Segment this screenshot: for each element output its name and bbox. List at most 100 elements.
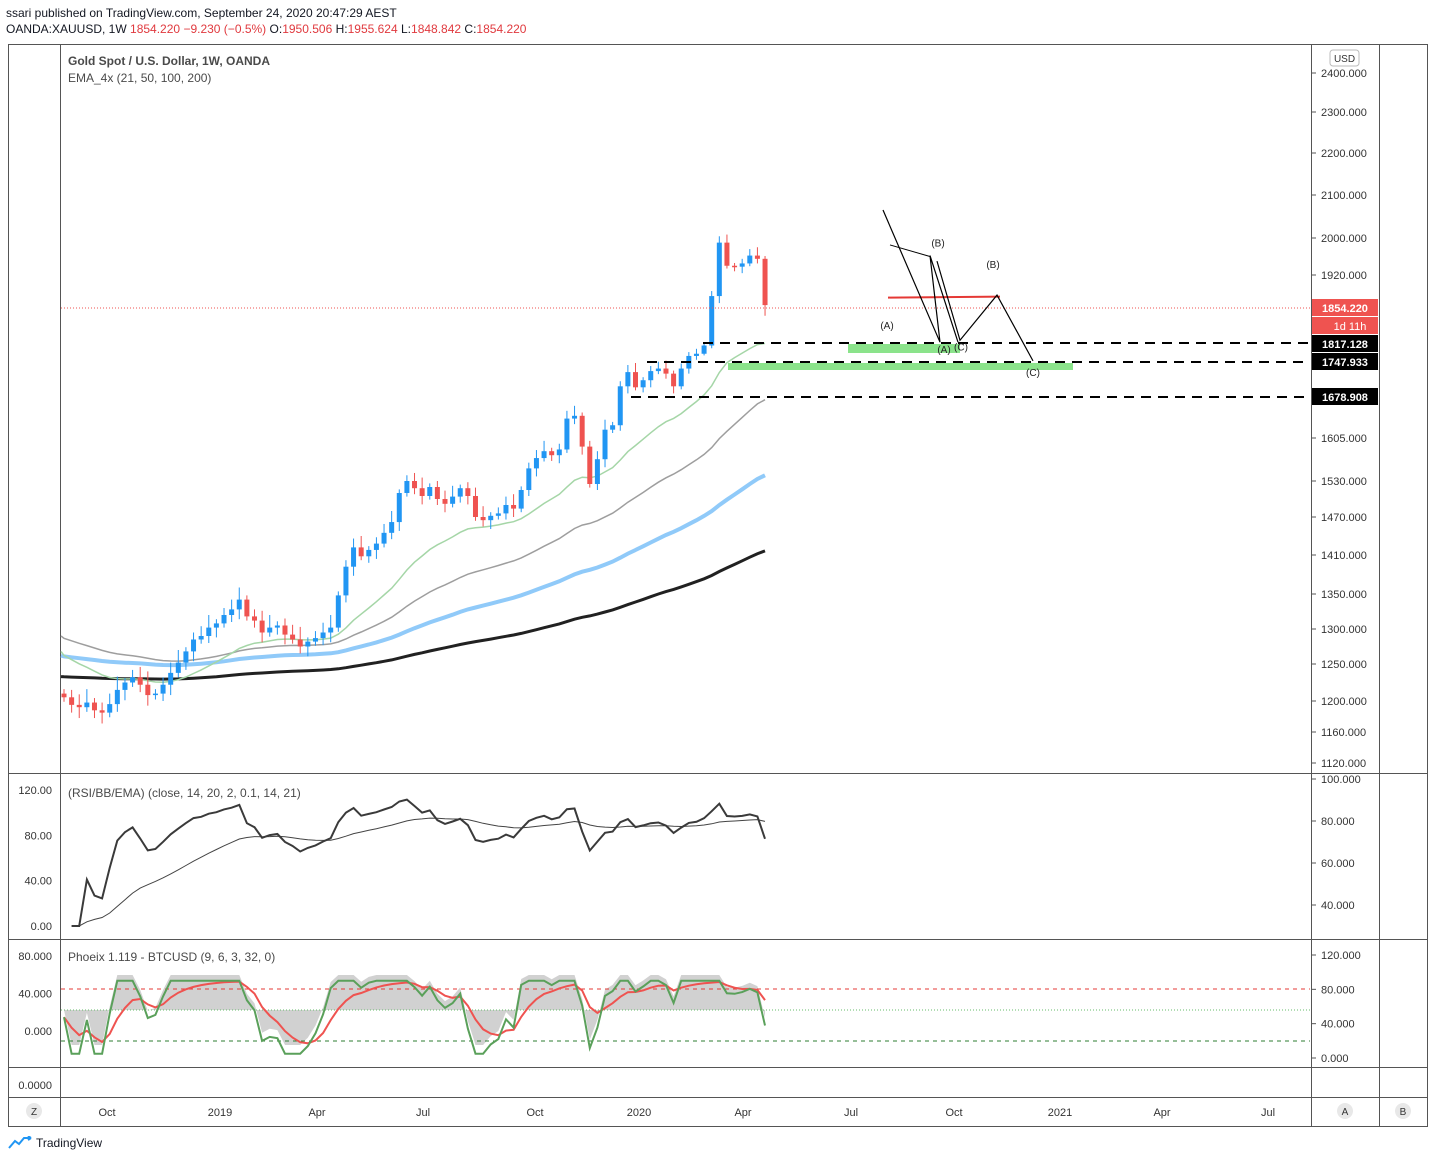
phoenix-left-label: 0.000 <box>24 1026 52 1038</box>
price-axis-label: 1120.000 <box>1321 758 1366 770</box>
candle-body <box>412 481 418 489</box>
rsi-pane[interactable]: (RSI/BB/EMA) (close, 14, 20, 2, 0.1, 14,… <box>18 774 1360 933</box>
candle-body <box>91 702 97 711</box>
low-label: L: <box>401 22 412 36</box>
time-axis-label: 2019 <box>208 1107 232 1119</box>
candle-body <box>221 615 227 624</box>
candle-body <box>648 371 654 381</box>
level-tag-text: 1817.128 <box>1322 339 1368 351</box>
candle-body <box>480 517 486 521</box>
candle-body <box>320 632 326 639</box>
candle-body <box>488 515 494 521</box>
rsi-right-label: 60.000 <box>1321 858 1355 870</box>
candle-body <box>122 682 128 690</box>
high-value: 1955.624 <box>347 22 398 36</box>
candle-body <box>640 380 646 388</box>
countdown-tag <box>1312 317 1378 334</box>
open-value: 1950.506 <box>282 22 333 36</box>
candle-body <box>450 496 456 504</box>
candle-body <box>290 634 296 640</box>
candle-body <box>305 641 311 647</box>
candle-body <box>549 451 555 456</box>
candle-body <box>625 372 631 387</box>
wave-path <box>889 244 931 257</box>
candle-body <box>465 488 471 496</box>
candle-body <box>434 487 440 499</box>
change-value: −9.230 (−0.5%) <box>183 22 267 36</box>
price-axis-label: 2300.000 <box>1321 107 1367 119</box>
candle-body <box>229 609 235 615</box>
rsi-right-label: 40.000 <box>1321 900 1355 912</box>
time-axis[interactable]: Z A B Oct 2019 Apr Jul Oct 2020 Apr Jul Oct 2021 A… <box>26 1103 1411 1119</box>
price-axis-label: 2000.000 <box>1321 233 1367 245</box>
candle-body <box>724 242 730 266</box>
candle-body <box>84 702 90 708</box>
zoom-reset-button[interactable] <box>26 1103 42 1119</box>
candle-body <box>518 490 524 509</box>
price-axis-label: 2100.000 <box>1321 190 1367 202</box>
publisher-line: ssari published on TradingView.com, Sept… <box>6 6 397 20</box>
candle-body <box>564 418 570 450</box>
candle-body <box>175 662 181 673</box>
candle-body <box>297 639 303 647</box>
wave-path <box>882 209 959 343</box>
candle-body <box>533 458 539 469</box>
candle-body <box>107 704 113 713</box>
candle-body <box>130 677 136 683</box>
candle-body <box>495 513 501 516</box>
currency-button[interactable] <box>1329 49 1360 67</box>
close-label: C: <box>464 22 477 36</box>
rsi-line <box>71 798 766 927</box>
candle-body <box>610 425 616 430</box>
auto-scale-button[interactable] <box>1337 1103 1353 1119</box>
rsi-title: (RSI/BB/EMA) (close, 14, 20, 2, 0.1, 14,… <box>68 786 301 800</box>
candle-body <box>472 496 478 517</box>
price-axis[interactable]: 2400.000 2300.000 2200.000 2100.000 2000.000… <box>1311 68 1367 770</box>
price-tags: 1854.220 1d 11h 1817.128 1747.933 1678.9… <box>1312 299 1378 405</box>
candle-body <box>396 493 402 523</box>
wave-label: (C) <box>1026 368 1040 379</box>
candle-body <box>511 505 517 509</box>
phoenix-left-label: 80.000 <box>18 951 52 963</box>
candle-body <box>541 451 547 459</box>
high-label: H: <box>335 22 348 36</box>
support-zone <box>728 363 1073 370</box>
phoenix-title: Phoeix 1.119 - BTCUSD (9, 6, 3, 32, 0) <box>68 950 275 964</box>
level-tag <box>1312 388 1378 405</box>
level-tag-text: 1678.908 <box>1322 392 1368 404</box>
candle-body <box>160 684 166 694</box>
tradingview-footer[interactable]: TradingView <box>8 1136 102 1150</box>
phoenix-pane[interactable]: Phoeix 1.119 - BTCUSD (9, 6, 3, 32, 0) 8… <box>18 950 1360 1065</box>
phoenix-left-label: 40.000 <box>18 989 52 1001</box>
wave-label: (A) <box>937 345 950 356</box>
support-zone <box>848 344 960 353</box>
candle-body <box>701 345 707 354</box>
candle-body <box>236 599 242 610</box>
candle-body <box>678 368 684 387</box>
price-axis-label: 1530.000 <box>1321 476 1367 488</box>
current-price-tag <box>1312 299 1378 316</box>
candle-body <box>61 693 67 698</box>
wave-path <box>936 260 1034 362</box>
zoom-reset-label: Z <box>31 1107 37 1118</box>
current-price-text: 1854.220 <box>1322 303 1368 315</box>
price-pane[interactable]: Gold Spot / U.S. Dollar, 1W, OANDA EMA_4… <box>60 49 1378 770</box>
candle-body <box>579 415 585 447</box>
rsi-ema-line <box>71 817 766 927</box>
price-value: 1854.220 <box>130 22 181 36</box>
ema-lines <box>60 342 766 683</box>
phoenix-right-label: 40.000 <box>1321 1019 1355 1031</box>
candle-body <box>244 599 250 617</box>
rsi-left-label: 0.00 <box>31 921 52 933</box>
auto-scale-label: A <box>1342 1107 1349 1118</box>
time-axis-label: Jul <box>1261 1107 1275 1119</box>
time-axis-label: Apr <box>1153 1107 1170 1119</box>
price-axis-label: 1250.000 <box>1321 659 1367 671</box>
candle-body <box>404 481 410 493</box>
candle-body <box>358 547 364 557</box>
b-button[interactable] <box>1395 1103 1411 1119</box>
b-button-label: B <box>1400 1107 1407 1118</box>
time-axis-label: Jul <box>844 1107 858 1119</box>
candle-body <box>312 638 318 642</box>
